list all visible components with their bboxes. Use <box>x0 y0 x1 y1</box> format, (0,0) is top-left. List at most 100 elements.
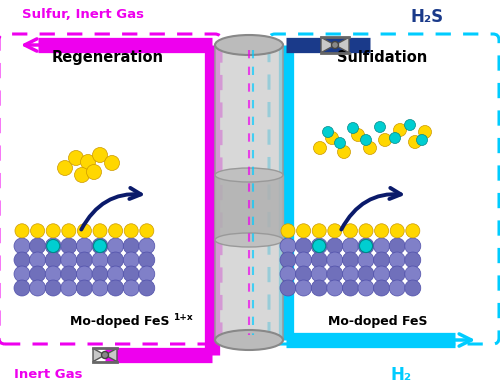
Circle shape <box>45 266 61 282</box>
Circle shape <box>311 252 327 268</box>
Circle shape <box>359 224 373 238</box>
Circle shape <box>344 224 357 238</box>
Circle shape <box>92 252 108 268</box>
Circle shape <box>296 252 312 268</box>
Circle shape <box>62 224 76 238</box>
Circle shape <box>280 238 296 254</box>
Circle shape <box>374 252 390 268</box>
Circle shape <box>328 224 342 238</box>
Circle shape <box>296 280 312 296</box>
Circle shape <box>123 252 139 268</box>
Text: Sulfur, Inert Gas: Sulfur, Inert Gas <box>22 8 144 21</box>
Circle shape <box>76 280 92 296</box>
Circle shape <box>108 252 124 268</box>
Circle shape <box>327 266 343 282</box>
Circle shape <box>389 280 405 296</box>
Circle shape <box>139 238 155 254</box>
Ellipse shape <box>215 330 283 350</box>
Circle shape <box>76 238 92 254</box>
Circle shape <box>326 131 338 145</box>
Circle shape <box>108 224 122 238</box>
Circle shape <box>348 122 358 133</box>
Circle shape <box>342 238 358 254</box>
Circle shape <box>140 224 154 238</box>
Circle shape <box>394 124 406 136</box>
Text: 1+x: 1+x <box>173 313 193 322</box>
Circle shape <box>314 142 326 154</box>
Circle shape <box>45 280 61 296</box>
Circle shape <box>296 266 312 282</box>
Circle shape <box>46 239 60 253</box>
Circle shape <box>78 224 92 238</box>
Ellipse shape <box>215 35 283 55</box>
Circle shape <box>312 224 326 238</box>
Circle shape <box>296 238 312 254</box>
Circle shape <box>322 126 334 138</box>
Circle shape <box>92 147 108 163</box>
Ellipse shape <box>215 168 283 182</box>
Circle shape <box>342 266 358 282</box>
Circle shape <box>418 126 432 138</box>
Circle shape <box>280 280 296 296</box>
Circle shape <box>389 266 405 282</box>
Circle shape <box>139 252 155 268</box>
Circle shape <box>358 238 374 254</box>
Circle shape <box>389 252 405 268</box>
Polygon shape <box>335 37 349 53</box>
Circle shape <box>327 238 343 254</box>
Circle shape <box>334 138 345 149</box>
Ellipse shape <box>215 233 283 247</box>
Circle shape <box>139 266 155 282</box>
Circle shape <box>30 224 44 238</box>
Circle shape <box>61 252 77 268</box>
Circle shape <box>374 266 390 282</box>
Circle shape <box>46 224 60 238</box>
Circle shape <box>30 238 46 254</box>
Text: Mo-doped FeS: Mo-doped FeS <box>328 315 428 328</box>
Circle shape <box>311 266 327 282</box>
Circle shape <box>14 252 30 268</box>
Circle shape <box>108 266 124 282</box>
Circle shape <box>280 266 296 282</box>
Circle shape <box>404 119 415 131</box>
Circle shape <box>61 280 77 296</box>
Circle shape <box>123 280 139 296</box>
Circle shape <box>312 239 326 253</box>
Circle shape <box>296 224 310 238</box>
Circle shape <box>281 224 295 238</box>
Circle shape <box>352 128 364 142</box>
Circle shape <box>311 238 327 254</box>
Circle shape <box>104 156 120 170</box>
Circle shape <box>45 252 61 268</box>
Circle shape <box>123 238 139 254</box>
Bar <box>215 175 283 240</box>
Circle shape <box>358 266 374 282</box>
Circle shape <box>358 252 374 268</box>
Text: Mo-doped FeS: Mo-doped FeS <box>70 315 170 328</box>
Circle shape <box>108 280 124 296</box>
Circle shape <box>389 238 405 254</box>
Bar <box>215 45 283 340</box>
Circle shape <box>14 266 30 282</box>
Polygon shape <box>93 348 105 362</box>
Circle shape <box>139 280 155 296</box>
Circle shape <box>92 280 108 296</box>
Circle shape <box>15 224 29 238</box>
Circle shape <box>61 238 77 254</box>
Circle shape <box>30 252 46 268</box>
Circle shape <box>61 266 77 282</box>
Circle shape <box>94 239 106 253</box>
Circle shape <box>342 280 358 296</box>
Text: H₂: H₂ <box>390 366 411 384</box>
Circle shape <box>92 238 108 254</box>
Circle shape <box>68 151 84 165</box>
Circle shape <box>30 266 46 282</box>
Circle shape <box>76 266 92 282</box>
Circle shape <box>76 252 92 268</box>
Circle shape <box>405 252 421 268</box>
Circle shape <box>390 224 404 238</box>
Circle shape <box>80 154 96 170</box>
Circle shape <box>378 133 392 147</box>
Circle shape <box>358 280 374 296</box>
Circle shape <box>92 266 108 282</box>
